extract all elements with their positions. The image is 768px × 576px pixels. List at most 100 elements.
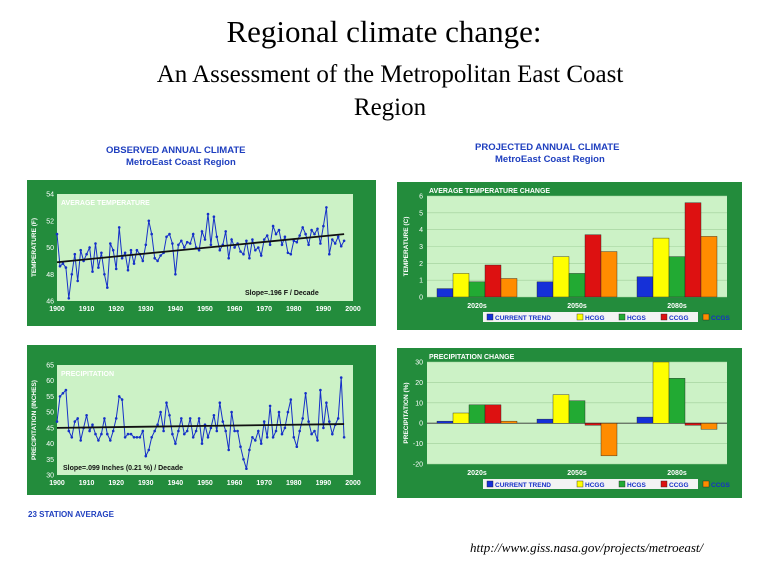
data-point [144,454,148,458]
chart-title: PRECIPITATION CHANGE [429,354,515,361]
legend-label: CCGG [669,315,689,322]
data-point [153,256,156,260]
y-tick-label: 50 [46,410,54,417]
data-point [322,426,325,430]
data-point [319,242,322,245]
data-point [295,445,299,448]
data-point [251,238,254,241]
data-point [310,432,313,436]
y-tick-label: 20 [415,380,423,387]
chart-title: AVERAGE TEMPERATURE [61,200,150,207]
data-point [132,436,136,439]
data-point [106,432,109,436]
data-point [277,410,281,414]
data-point [188,242,192,245]
data-point [135,248,139,252]
data-point [85,414,88,417]
data-point [342,436,346,439]
data-point [144,243,148,247]
data-point [271,436,275,439]
data-point [218,401,222,404]
y-tick-label: 30 [415,360,423,367]
data-point [301,417,305,420]
data-point [64,388,68,392]
x-tick-label: 2050s [567,470,587,477]
bar-ccgg [484,264,502,298]
y-tick-label: -20 [413,462,423,469]
data-point [191,436,195,439]
data-point [227,256,230,260]
bar-ccgg [684,422,702,426]
x-tick-label: 2020s [467,470,487,477]
data-point [265,234,269,237]
data-point [168,414,171,417]
y-tick-label: 55 [46,394,54,401]
data-point [129,248,133,252]
x-tick-label: 2000 [345,480,361,487]
data-point [153,429,156,433]
legend-swatch [660,313,668,321]
data-point [111,248,115,252]
data-point [257,429,260,433]
data-point [239,445,242,448]
x-tick-label: 1910 [79,480,95,487]
data-point [254,248,257,252]
bar-ccgs [700,422,718,430]
data-point [156,423,159,426]
slope-annotation: Slope=.196 F / Decade [245,290,319,297]
x-tick-label: 1960 [227,480,243,487]
data-point [103,273,106,276]
data-point [103,417,106,420]
source-url[interactable]: http://www.giss.nasa.gov/projects/metroe… [470,540,704,555]
y-tick-label: 52 [46,218,54,225]
data-point [331,238,334,241]
y-tick-label: -10 [413,441,423,448]
data-point [339,376,343,379]
data-point [150,232,153,236]
x-tick-label: 1970 [256,480,272,487]
data-point [123,436,127,439]
bar-current-trend [436,288,454,298]
data-point [230,238,233,241]
data-point [209,426,213,430]
observed-header-line1: OBSERVED ANNUAL CLIMATE [106,145,246,156]
data-point [79,439,82,442]
data-point [262,238,266,241]
legend-swatch [486,313,494,321]
data-point [55,232,59,236]
data-point [233,246,236,249]
y-tick-label: 48 [46,272,54,279]
data-point [251,436,254,439]
data-point [336,417,340,420]
data-point [200,442,204,445]
slide-title: Regional climate change: [226,14,542,49]
data-point [274,232,278,236]
data-point [97,439,100,442]
data-point [141,259,145,263]
data-point [197,248,201,252]
bar-hcgs [468,404,486,424]
bar-ccgg [584,234,602,298]
data-point [67,429,71,433]
bar-hcgg [552,394,570,424]
bar-ccgs [700,236,718,298]
data-point [120,256,124,260]
data-point [183,246,186,249]
bar-hcgg [452,412,470,424]
data-point [259,442,263,445]
bar-hcgs [468,281,486,298]
data-point [265,436,269,439]
data-point [88,429,91,433]
data-point [58,264,62,268]
y-tick-label: 50 [46,245,54,252]
data-point [177,429,180,433]
y-tick-label: 54 [46,192,54,199]
x-tick-label: 1910 [79,306,95,313]
data-point [100,251,103,255]
data-point [88,246,91,249]
legend-swatch [486,480,494,488]
data-point [248,256,251,260]
data-point [70,273,74,276]
legend-swatch [618,480,626,488]
data-point [259,254,263,257]
